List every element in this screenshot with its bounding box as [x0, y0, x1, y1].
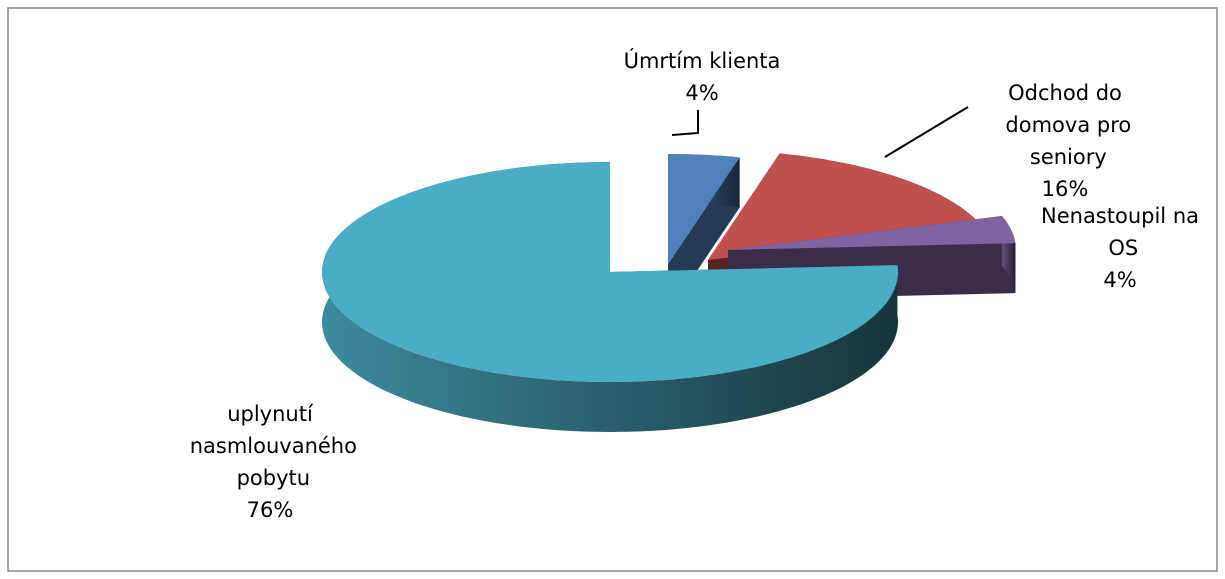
slice-top — [322, 162, 898, 382]
slice-label: Nenastoupil na OS — [1041, 204, 1199, 260]
label-line: domova pro — [999, 113, 1131, 137]
label-line: nasmlouvaného — [183, 434, 357, 458]
value-label: 4% — [685, 81, 718, 105]
label-line: OS — [1102, 236, 1139, 260]
label-line: seniory — [1023, 145, 1107, 169]
slice-label: Úmrtím klienta — [624, 48, 781, 73]
value-label: 16% — [1042, 177, 1089, 201]
leader-line — [671, 110, 699, 136]
value-label: 4% — [1103, 268, 1136, 292]
slice-top — [668, 154, 740, 264]
slice-top — [728, 216, 1016, 250]
leader-line — [884, 106, 969, 158]
label-line: Úmrtím klienta — [624, 48, 781, 73]
value-label: 76% — [247, 498, 294, 522]
pie-slice — [322, 162, 898, 432]
slice-label: Odchod do domova pro seniory — [999, 81, 1131, 169]
label-line: Nenastoupil na — [1041, 204, 1199, 228]
label-line: pobytu — [230, 466, 310, 490]
slice-label: uplynutí nasmlouvaného pobytu — [183, 402, 357, 490]
label-line: uplynutí — [227, 402, 314, 426]
label-line: Odchod do — [1008, 81, 1122, 105]
